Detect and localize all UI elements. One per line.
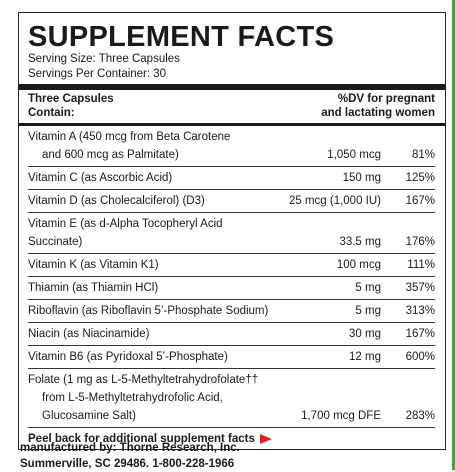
amount: 12 mg: [349, 351, 381, 363]
serving-size: Serving Size: Three Capsules: [28, 53, 180, 65]
amount: 150 mg: [342, 172, 381, 184]
daily-value: 167%: [405, 328, 435, 340]
manufacturer-line: Summerville, SC 29486. 1-800-228-1966: [20, 458, 235, 470]
nutrient-name-line: from L-5-Methyltetrahydrofolic Acid,: [42, 392, 223, 404]
facts-table: Three Capsules Contain: %DV for pregnant…: [19, 90, 445, 123]
nutrient-name-line: Glucosamine Salt): [42, 410, 136, 422]
green-edge: [452, 0, 455, 470]
daily-value: 357%: [405, 282, 435, 294]
nutrient-row: Vitamin D (as Cholecalciferol) (D3) 25 mc…: [28, 190, 435, 213]
nutrient-name: Niacin (as Niacinamide): [28, 325, 271, 343]
footer: Peel back for additional supplement fact…: [19, 428, 445, 449]
nutrient-name-line: and 600 mcg as Palmitate): [42, 149, 179, 161]
nutrient-name-line: Folate (1 mg as L-5-Methyltetrahydrofola…: [28, 374, 259, 386]
amount: 33.5 mg: [339, 236, 381, 248]
panel-header: SUPPLEMENT FACTS Serving Size: Three Cap…: [19, 22, 445, 82]
nutrient-name: Vitamin C (as Ascorbic Acid): [28, 169, 271, 187]
amount: 1,050 mcg: [327, 149, 381, 161]
table-body: Vitamin A (450 mcg from Beta Carotene and…: [19, 126, 445, 428]
medium-rule: [19, 123, 445, 126]
daily-value: 111%: [407, 259, 435, 271]
nutrient-name: Thiamin (as Thiamin HCl): [28, 279, 271, 297]
column-header-line: and lactating women: [321, 107, 435, 119]
servings-per-container: Servings Per Container: 30: [28, 68, 167, 80]
nutrient-row: Folate (1 mg as L-5-Methyltetrahydrofola…: [28, 369, 435, 428]
daily-value: 600%: [405, 351, 435, 363]
daily-value: 125%: [405, 172, 435, 184]
nutrient-name-line: Vitamin K (as Vitamin K1): [28, 259, 159, 271]
nutrient-name-line: Vitamin E (as d-Alpha Tocopheryl Acid Su…: [28, 218, 223, 248]
nutrient-row: Niacin (as Niacinamide) 30 mg 167%: [28, 323, 435, 346]
nutrient-name-line: Vitamin D (as Cholecalciferol) (D3): [28, 195, 205, 207]
nutrient-name-line: Riboflavin (as Riboflavin 5’-Phosphate S…: [28, 305, 269, 317]
nutrient-name: Vitamin D (as Cholecalciferol) (D3): [28, 192, 271, 210]
daily-value: 176%: [405, 236, 435, 248]
thick-rule: [19, 84, 445, 90]
nutrient-name-line: Vitamin A (450 mcg from Beta Carotene: [28, 131, 231, 143]
nutrient-row: Riboflavin (as Riboflavin 5’-Phosphate S…: [28, 300, 435, 323]
column-header-line: Three Capsules: [28, 93, 114, 105]
nutrient-row: Thiamin (as Thiamin HCl) 5 mg 357%: [28, 277, 435, 300]
column-header-line: Contain:: [28, 107, 75, 119]
daily-value: 167%: [405, 195, 435, 207]
column-header-line: %DV for pregnant: [337, 93, 435, 105]
amount: 5 mg: [355, 305, 381, 317]
nutrient-row: Vitamin K (as Vitamin K1) 100 mcg 111%: [28, 254, 435, 277]
nutrient-name: Riboflavin (as Riboflavin 5’-Phosphate S…: [28, 302, 271, 320]
supplement-facts-panel: SUPPLEMENT FACTS Serving Size: Three Cap…: [18, 12, 446, 450]
nutrient-name: Folate (1 mg as L-5-Methyltetrahydrofola…: [28, 371, 271, 425]
amount: 100 mcg: [336, 259, 381, 271]
nutrient-row: Vitamin A (450 mcg from Beta Carotene and…: [28, 126, 435, 167]
column-header: Three Capsules Contain:: [28, 92, 114, 120]
nutrient-name: Vitamin B6 (as Pyridoxal 5’-Phosphate): [28, 348, 271, 366]
nutrient-row: Vitamin E (as d-Alpha Tocopheryl Acid Su…: [28, 213, 435, 254]
daily-value: 313%: [405, 305, 435, 317]
title: SUPPLEMENT FACTS: [28, 21, 335, 53]
manufacturer-line: manufactured by: Thorne Research, Inc.: [20, 442, 240, 454]
amount: 30 mg: [349, 328, 381, 340]
nutrient-row: Vitamin B6 (as Pyridoxal 5’-Phosphate) 12…: [28, 346, 435, 369]
nutrient-name-line: Niacin (as Niacinamide): [28, 328, 150, 340]
daily-value: 81%: [411, 149, 435, 161]
red-arrow: [259, 434, 272, 444]
column-header: %DV for pregnant and lactating women: [321, 92, 435, 120]
manufacturer: manufactured by: Thorne Research, Inc. S…: [20, 440, 240, 472]
nutrient-name: Vitamin E (as d-Alpha Tocopheryl Acid Su…: [28, 215, 271, 251]
amount: 25 mcg (1,000 IU): [288, 195, 381, 207]
table-header: Three Capsules Contain: %DV for pregnant…: [28, 90, 435, 123]
peel-note: Peel back for additional supplement fact…: [28, 428, 435, 449]
nutrient-name-line: Vitamin C (as Ascorbic Acid): [28, 172, 173, 184]
nutrient-name-line: Thiamin (as Thiamin HCl): [28, 282, 159, 294]
peel-text: Peel back for additional supplement fact…: [28, 433, 255, 445]
daily-value: 283%: [405, 410, 435, 422]
amount: 1,700 mcg DFE: [301, 410, 381, 422]
nutrient-name: Vitamin A (450 mcg from Beta Carotene and…: [28, 128, 271, 164]
nutrient-name-line: Vitamin B6 (as Pyridoxal 5’-Phosphate): [28, 351, 228, 363]
amount: 5 mg: [355, 282, 381, 294]
nutrient-name: Vitamin K (as Vitamin K1): [28, 256, 271, 274]
nutrient-row: Vitamin C (as Ascorbic Acid) 150 mg 125%: [28, 167, 435, 190]
